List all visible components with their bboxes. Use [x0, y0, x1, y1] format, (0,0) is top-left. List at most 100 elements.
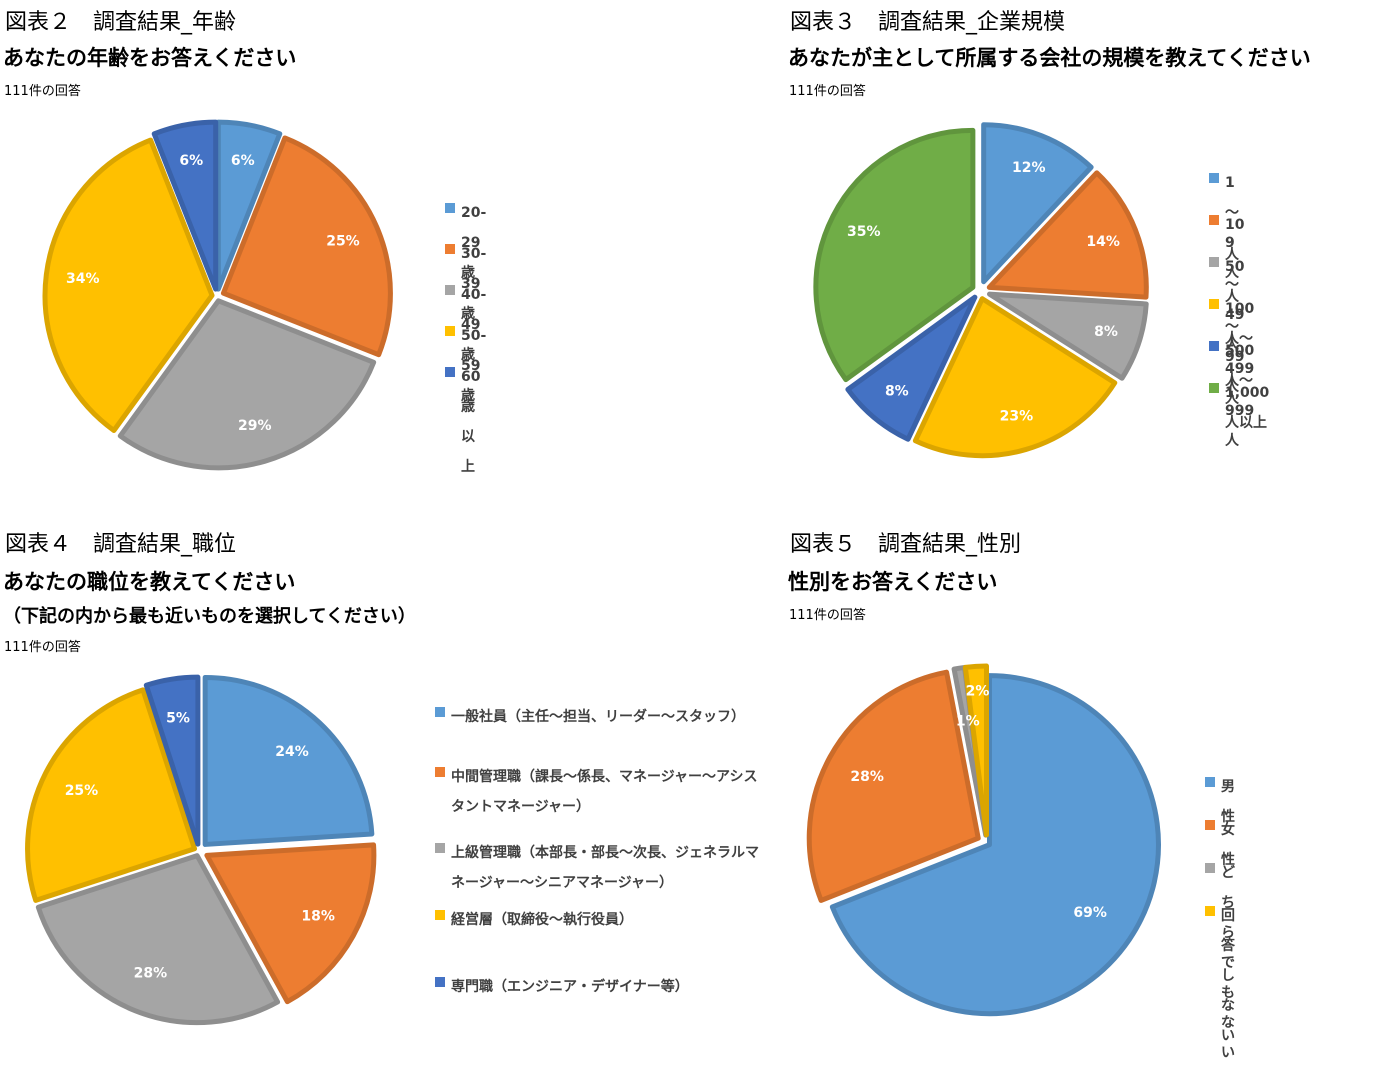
legend-label: 50-59歳	[461, 328, 487, 404]
legend-swatch	[445, 367, 455, 377]
legend-item: 1～9人	[1209, 168, 1239, 288]
legend-swatch	[1209, 341, 1219, 351]
slice-label: 25%	[326, 233, 360, 249]
pie-slice	[202, 674, 375, 847]
legend-swatch	[435, 977, 445, 987]
legend-swatch	[1209, 215, 1219, 225]
legend-swatch	[445, 203, 455, 213]
question-title: あなたが主として所属する会社の規模を教えてください	[788, 46, 1311, 70]
question-subtitle: （下記の内から最も近いものを選択してください）	[3, 606, 416, 627]
slice-label: 28%	[134, 966, 168, 982]
slice-label: 23%	[1000, 408, 1034, 424]
legend-item: 50人～99人	[1209, 252, 1244, 402]
legend-swatch	[1209, 299, 1219, 309]
legend-item: 30-39歳	[445, 239, 486, 329]
response-count: 111件の回答	[789, 84, 866, 99]
legend-item: 上級管理職（本部長・部長～次長、ジェネラルマネージャー～シニアマネージャー）	[435, 838, 761, 898]
legend-label: 10人～49人	[1225, 217, 1245, 353]
pie-slice	[986, 170, 1149, 300]
legend-item: 男性	[1205, 772, 1235, 832]
pie-slice	[117, 298, 377, 471]
slice-label: 1%	[956, 714, 980, 730]
pie-slice	[42, 137, 215, 433]
age-chart-panel: 図表２ 調査結果_年齢 あなたの年齢をお答えください 111件の回答 6% 25%…	[0, 0, 780, 520]
company-size-pie-chart: 12% 14% 8% 23% 8% 35%	[813, 122, 1149, 459]
pie-slice	[143, 674, 201, 847]
legend-label: 40-49歳	[461, 287, 487, 363]
slice-label: 24%	[275, 744, 309, 760]
figure-caption: 図表２ 調査結果_年齢	[5, 10, 237, 35]
legend-label: 60歳以上	[461, 369, 481, 475]
legend-item: 10人～49人	[1209, 210, 1244, 360]
legend-swatch	[1209, 257, 1219, 267]
pie-slice	[151, 119, 219, 292]
question-title: あなたの職位を教えてください	[3, 570, 296, 594]
legend-item: 専門職（エンジニア・デザイナー等）	[435, 972, 761, 1002]
legend-label: 50人～99人	[1225, 259, 1245, 395]
legend-item: 1,000人以上	[1209, 378, 1269, 438]
position-chart-panel: 図表４ 調査結果_職位 あなたの職位を教えてください （下記の内から最も近いもの…	[0, 522, 780, 1042]
pie-slice	[987, 291, 1149, 381]
slice-label: 29%	[238, 418, 272, 434]
slice-label: 34%	[66, 271, 100, 287]
legend-item: 100人～499人	[1209, 294, 1254, 414]
legend-label: 30-39歳	[461, 246, 487, 322]
response-count: 111件の回答	[4, 640, 81, 655]
legend-swatch	[1209, 383, 1219, 393]
figure-caption: 図表５ 調査結果_性別	[790, 532, 1022, 557]
slice-label: 8%	[885, 384, 909, 400]
legend-swatch	[435, 910, 445, 920]
legend-item: 50-59歳	[445, 321, 486, 411]
age-pie-chart: 6% 25% 29% 34% 6%	[42, 119, 393, 471]
slice-label: 5%	[166, 711, 190, 727]
legend-swatch	[445, 244, 455, 254]
question-title: 性別をお答えください	[788, 570, 998, 594]
legend-item: 経営層（取締役～執行役員）	[435, 905, 761, 935]
legend-label: どちらでもない	[1221, 865, 1235, 1061]
figure-caption: 図表３ 調査結果_企業規模	[790, 10, 1066, 35]
legend-swatch	[1205, 863, 1215, 873]
response-count: 111件の回答	[789, 608, 866, 623]
pie-slice	[845, 294, 978, 442]
position-pie-chart: 24% 18% 28% 25% 5%	[25, 674, 377, 1026]
legend-swatch	[1205, 820, 1215, 830]
legend-label: 一般社員（主任～担当、リーダー～スタッフ）	[451, 709, 745, 725]
response-count: 111件の回答	[4, 84, 81, 99]
legend-item: 中間管理職（課長～係長、マネージャー～アシスタントマネージャー）	[435, 762, 761, 822]
legend-swatch	[445, 326, 455, 336]
slice-label: 25%	[65, 783, 99, 799]
legend-label: 20-29歳	[461, 205, 487, 281]
legend-label: 上級管理職（本部長・部長～次長、ジェネラルマネージャー～シニアマネージャー）	[451, 845, 759, 891]
gender-pie-chart: 69% 28% 1% 2%	[806, 663, 1161, 1017]
legend-swatch	[1205, 906, 1215, 916]
question-title: あなたの年齢をお答えください	[3, 46, 297, 70]
slice-label: 69%	[1073, 905, 1107, 921]
legend-item: 500人～999人	[1209, 336, 1254, 456]
legend-item: 回答しない	[1205, 901, 1235, 1051]
legend-item: 女性	[1205, 815, 1235, 875]
pie-slice	[215, 119, 283, 292]
slice-label: 12%	[1012, 160, 1046, 176]
pie-slice	[806, 669, 981, 903]
pie-slice	[35, 853, 281, 1026]
legend-label: 500人～999人	[1225, 343, 1255, 449]
pie-slice	[813, 127, 976, 383]
legend-label: 男性	[1221, 779, 1235, 825]
pie-slice	[962, 663, 989, 838]
legend-swatch	[445, 285, 455, 295]
legend-item: どちらでもない	[1205, 858, 1235, 1068]
legend-swatch	[1205, 777, 1215, 787]
legend-swatch	[435, 843, 445, 853]
slice-label: 8%	[1094, 324, 1118, 340]
legend-swatch	[1209, 173, 1219, 183]
slice-label: 28%	[850, 769, 884, 785]
slice-label: 2%	[966, 684, 990, 700]
pie-slice	[981, 122, 1094, 285]
slice-label: 14%	[1086, 234, 1120, 250]
slice-label: 6%	[179, 153, 203, 169]
legend-label: 1～9人	[1225, 175, 1239, 281]
company-size-chart-panel: 図表３ 調査結果_企業規模 あなたが主として所属する会社の規模を教えてください …	[785, 0, 1400, 520]
slice-label: 35%	[847, 224, 881, 240]
pie-slice	[829, 673, 1161, 1017]
legend-label: 女性	[1221, 822, 1235, 868]
